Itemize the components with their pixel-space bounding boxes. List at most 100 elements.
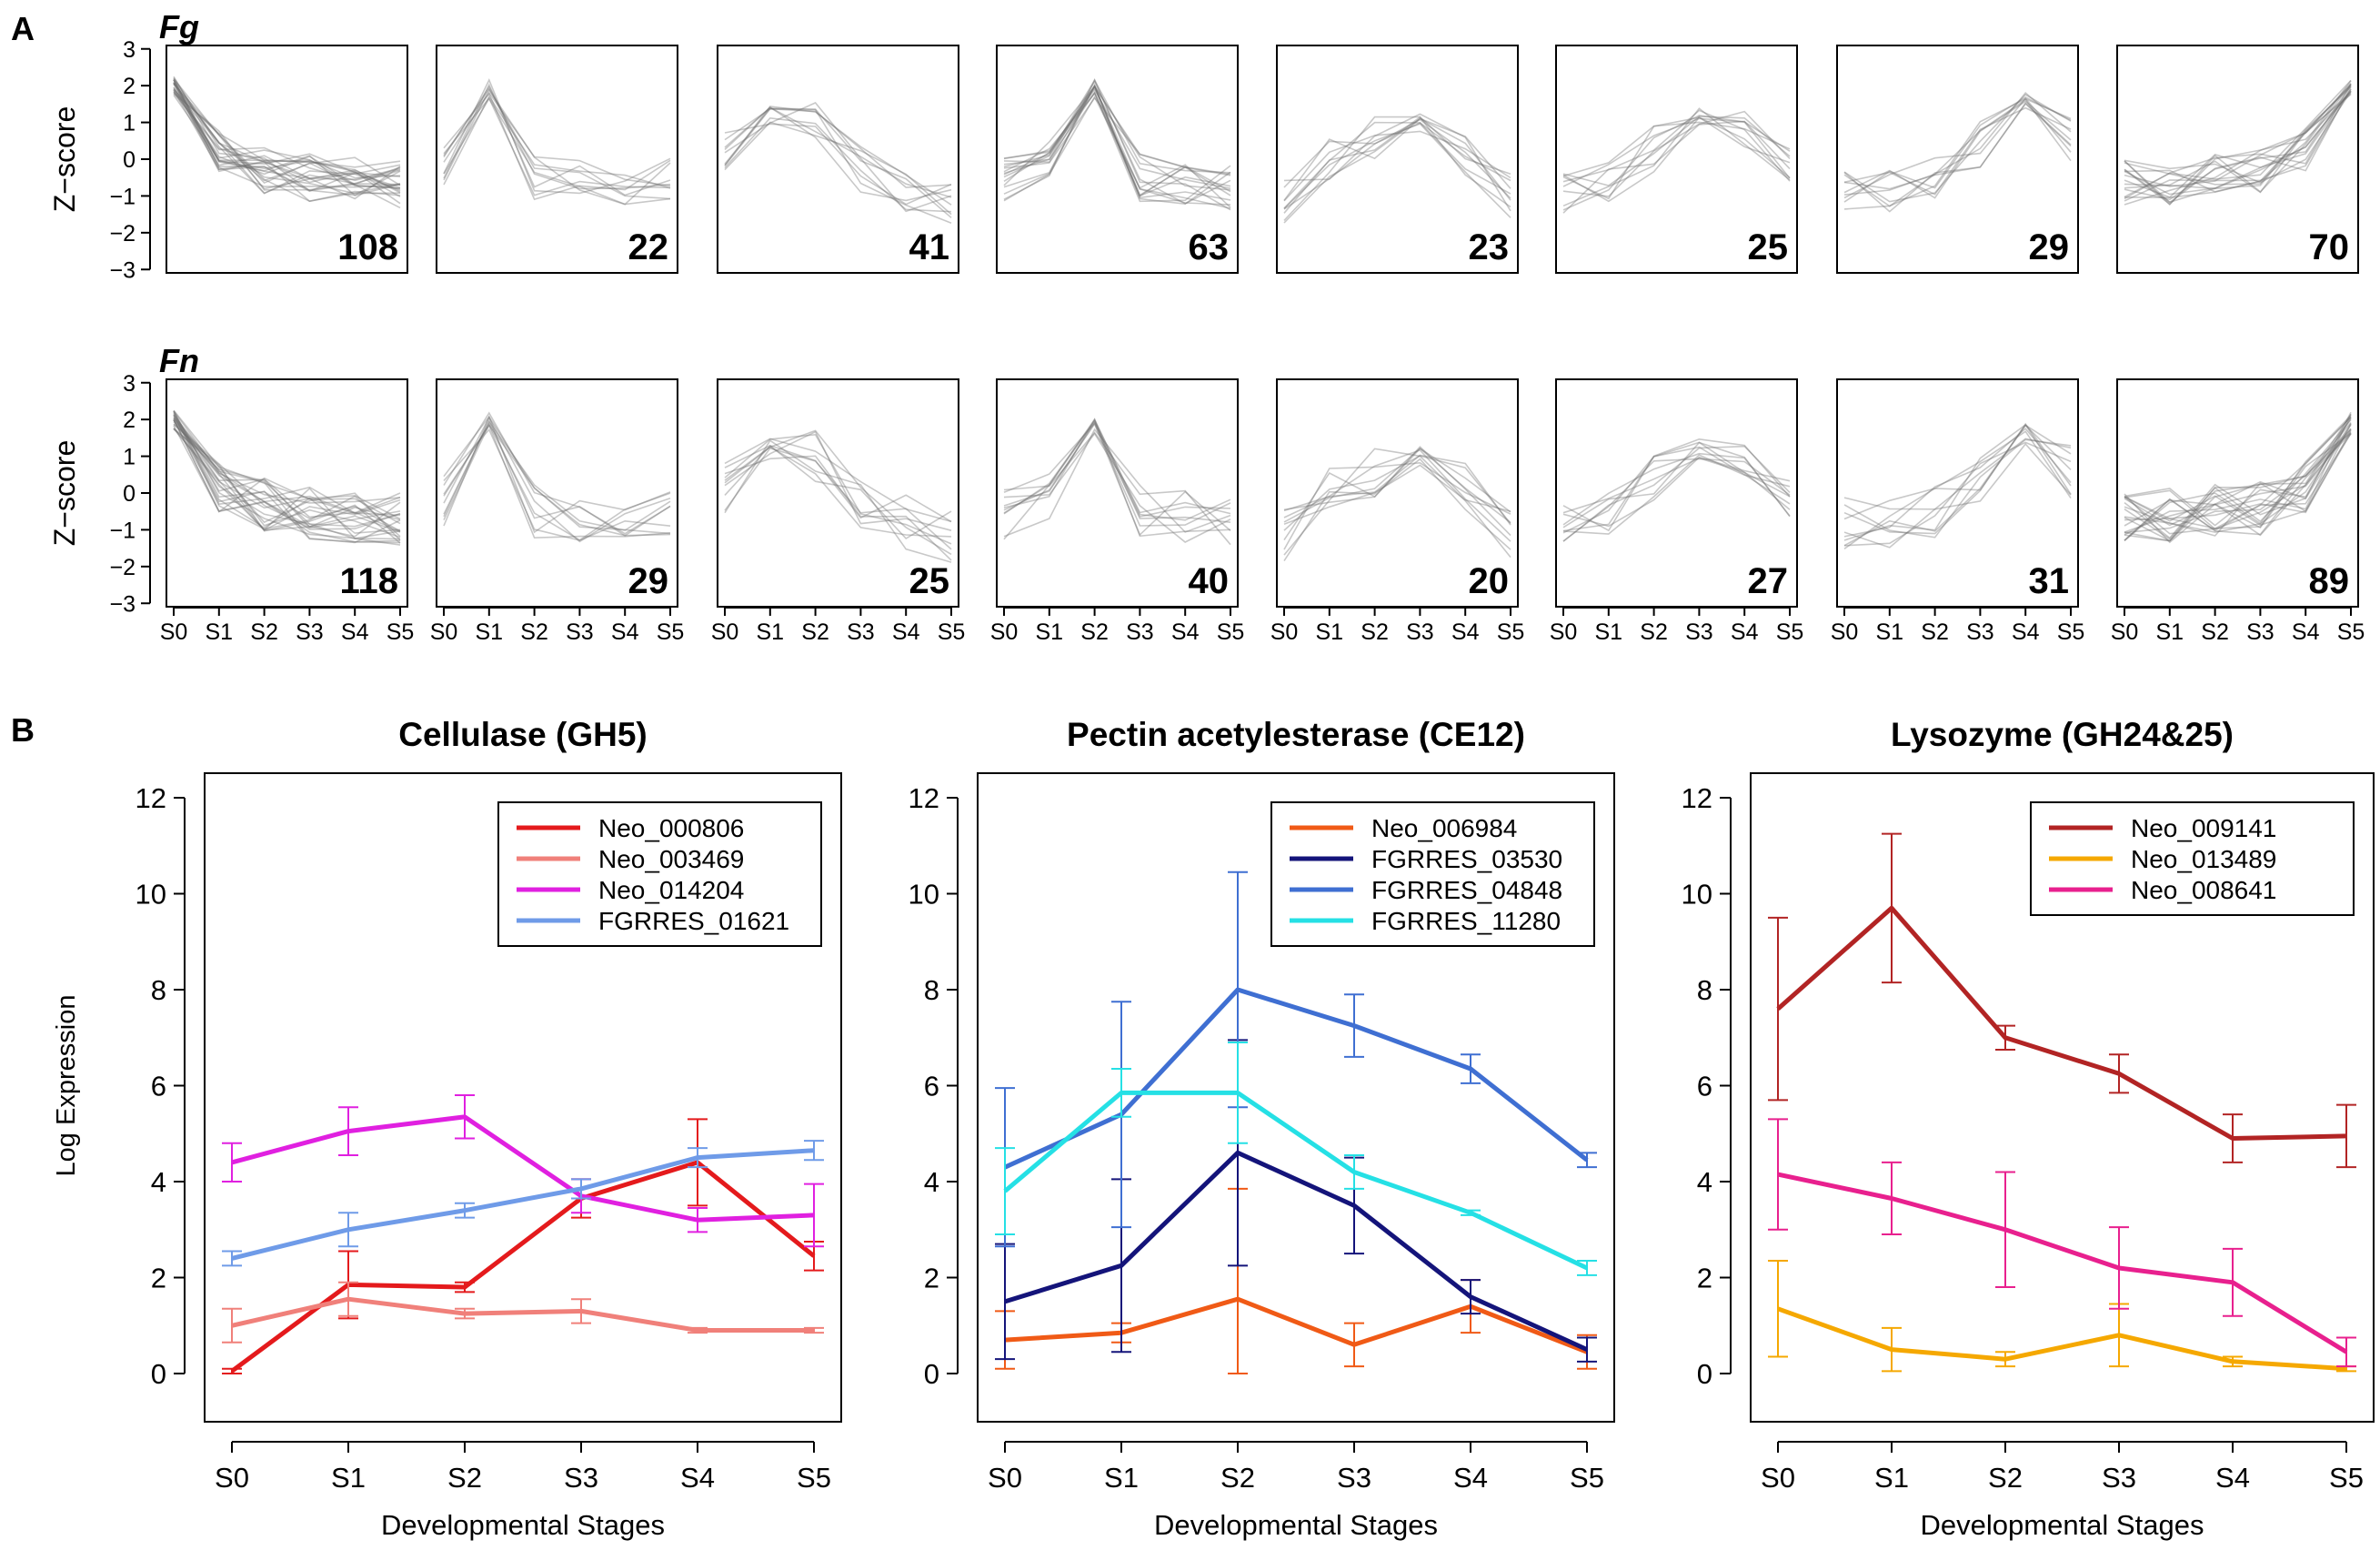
series-line [1004,1150,1589,1352]
cluster-profile-line [173,417,401,504]
cluster-plot: 25 [1555,45,1798,274]
cluster-profile-line [2124,428,2352,537]
cluster-profile-line [1562,110,1791,197]
x-tick-label: S1 [1874,1462,1909,1494]
cluster-profile-line [2124,423,2352,537]
y-axis-label: Log Expression [52,995,81,1177]
cluster-profile-line [1843,442,2072,510]
cluster-profile-line [173,90,401,203]
cluster-profile-line [2124,90,2352,196]
cluster-profile-line [724,444,952,523]
cluster-profile-line [724,430,952,531]
cluster-profile-line [724,106,952,202]
x-axis-label: Developmental Stages [1154,1509,1438,1541]
cluster-profile-line [1843,92,2072,207]
stage-tick-label: S3 [1406,619,1434,645]
cluster-profile-line [173,91,401,194]
cluster-profile-line [724,102,952,213]
cluster-plot: 20 [1276,378,1519,608]
y-tick-label: 4 [924,1166,939,1198]
cluster-profile-line [1562,116,1791,203]
cluster-profile-line [2124,428,2352,527]
cluster-profile-line [443,423,671,535]
stage-tick-label: S0 [711,619,739,645]
cluster-profile-line [1283,117,1511,201]
cluster-profile-line [173,82,401,196]
stage-tick-label: S3 [296,619,324,645]
cluster-gene-count: 29 [628,561,669,601]
cluster-profile-line [173,91,401,179]
y-tick-label: 0 [151,1358,166,1390]
cluster-profile-line [443,96,671,196]
panel-a-label: A [11,10,35,47]
cluster-profile-line [1003,92,1231,206]
cluster-plot: 29 [436,378,678,608]
stage-tick-label: S3 [1126,619,1154,645]
cluster-profile-line [1003,84,1231,196]
cluster-profile-line [173,414,401,538]
cluster-profile-line [1562,441,1791,528]
cluster-gene-count: 31 [2029,561,2070,601]
stage-tick-label: S3 [1966,619,1994,645]
cluster-profile-line [173,89,401,189]
cluster-profile-line [2124,431,2352,534]
cluster-frame [166,45,408,274]
cluster-profile-line [443,95,671,189]
cluster-profile-line [173,93,401,191]
stage-tick-label: S0 [1270,619,1299,645]
cluster-profile-line [173,428,401,546]
y-tick-label: 12 [1682,782,1712,814]
cluster-profile-line [1562,441,1791,532]
cluster-profile-line [173,88,401,195]
cluster-profile-line [173,79,401,188]
cluster-profile-line [1843,423,2072,541]
cluster-profile-line [1283,464,1511,526]
cluster-profile-line [1562,445,1791,542]
cluster-profile-line [173,425,401,525]
cluster-profile-line [173,428,401,539]
stage-tick-label: S5 [1776,619,1804,645]
cluster-profile-line [2124,91,2352,199]
cluster-profile-line [173,79,401,196]
cluster-gene-count: 70 [2309,227,2350,267]
stage-tick-label: S4 [2292,619,2320,645]
cluster-profile-line [2124,413,2352,536]
cluster-profile-line [443,96,671,206]
stage-tick-label: S4 [1731,619,1759,645]
cluster-profile-line [2124,411,2352,539]
cluster-profile-line [724,116,952,213]
y-tick-label: 10 [136,879,166,911]
row-name-fg: Fg [159,8,199,45]
cluster-profile-line [2124,88,2352,198]
x-tick-label: S3 [2102,1462,2136,1494]
panel-b-label: B [11,711,35,749]
x-tick-label: S4 [680,1462,715,1494]
series-neo_006984 [995,1187,1597,1374]
cluster-profile-line [173,419,401,544]
cluster-profile-line [1562,109,1791,183]
stage-tick-label: S5 [657,619,685,645]
x-tick-label: S2 [1220,1462,1255,1494]
stage-tick-label: S2 [1640,619,1668,645]
cluster-profile-line [1003,86,1231,176]
cluster-profile-line [173,419,401,538]
cluster-profile-line [2124,433,2352,541]
cluster-profile-line [2124,429,2352,521]
y-tick-label: 6 [924,1071,939,1102]
cluster-profile-line [1003,86,1231,197]
cluster-profile-line [724,106,952,198]
cluster-profile-line [1562,116,1791,200]
cluster-profile-line [2124,92,2352,206]
cluster-profile-line [1283,448,1511,559]
cluster-profile-line [1003,432,1231,543]
y-tick-label: 10 [1682,879,1712,911]
cluster-profile-line [724,447,952,550]
stage-tick-label: S4 [611,619,639,645]
cluster-profile-line [173,87,401,209]
cluster-profile-line [2124,432,2352,533]
cluster-profile-line [1003,96,1231,176]
cluster-profile-line [1003,77,1231,211]
cluster-profile-line [1003,421,1231,518]
cluster-profile-line [1562,115,1791,211]
